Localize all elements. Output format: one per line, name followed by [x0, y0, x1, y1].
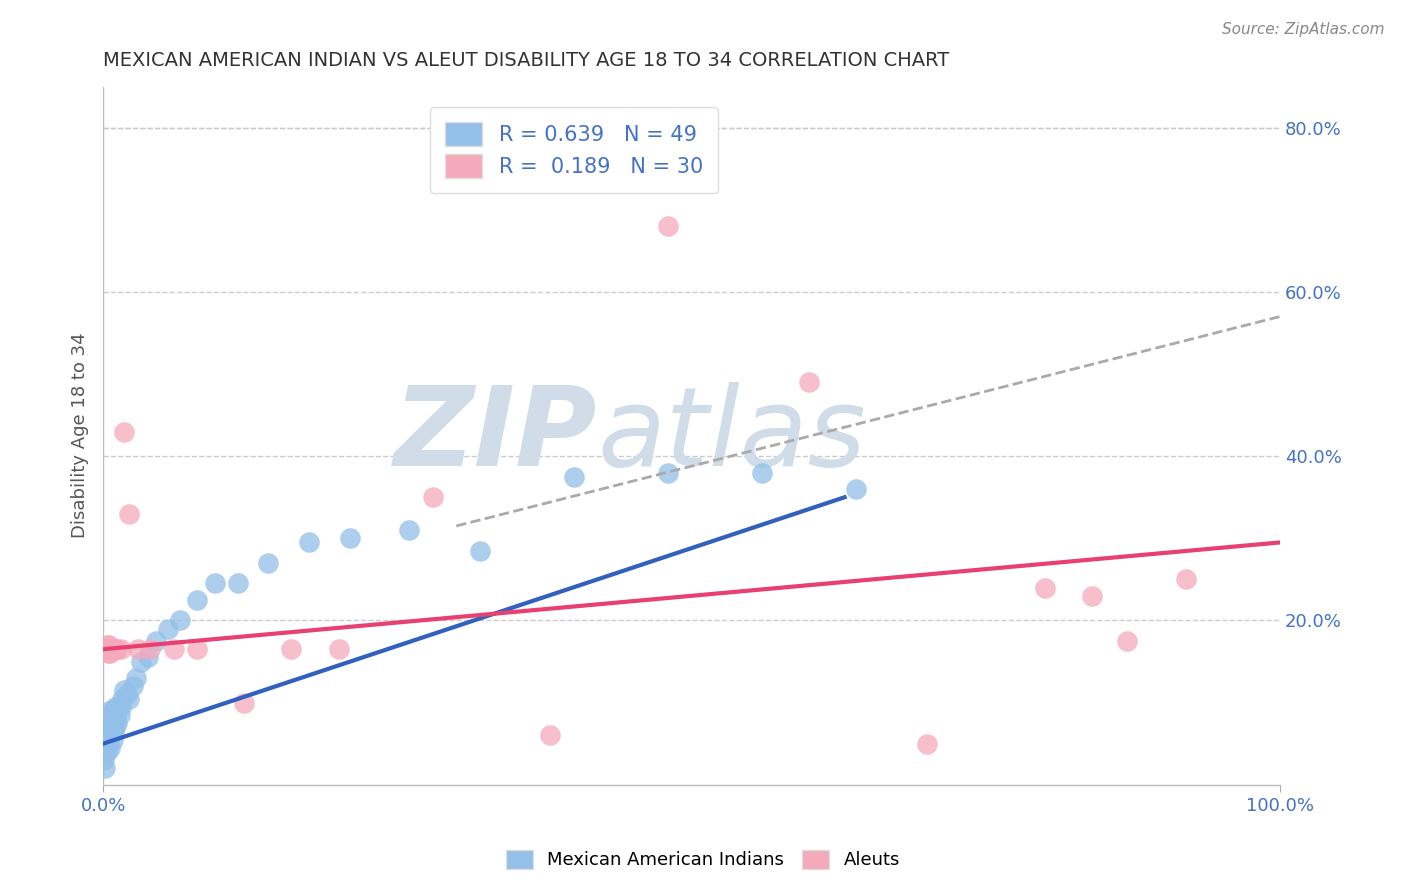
- Point: [115, 687, 138, 701]
- Point: [103, 724, 125, 739]
- Point: [915, 737, 938, 751]
- Point: [101, 642, 124, 657]
- Point: [98, 720, 121, 734]
- Point: [107, 699, 129, 714]
- Text: Source: ZipAtlas.com: Source: ZipAtlas.com: [1222, 22, 1385, 37]
- Point: [110, 642, 132, 657]
- Point: [98, 724, 121, 739]
- Point: [93, 642, 115, 657]
- Point: [108, 707, 131, 722]
- Point: [112, 683, 135, 698]
- Point: [112, 425, 135, 439]
- Point: [538, 729, 561, 743]
- Point: [96, 745, 118, 759]
- Point: [97, 732, 120, 747]
- Point: [110, 699, 132, 714]
- Point: [103, 642, 125, 657]
- Point: [129, 655, 152, 669]
- Point: [156, 622, 179, 636]
- Text: MEXICAN AMERICAN INDIAN VS ALEUT DISABILITY AGE 18 TO 34 CORRELATION CHART: MEXICAN AMERICAN INDIAN VS ALEUT DISABIL…: [103, 51, 949, 70]
- Point: [339, 531, 361, 545]
- Point: [298, 535, 321, 549]
- Point: [101, 716, 124, 731]
- Point: [104, 720, 127, 734]
- Point: [118, 507, 141, 521]
- Point: [97, 646, 120, 660]
- Point: [139, 642, 162, 657]
- Point: [328, 642, 350, 657]
- Point: [98, 740, 121, 755]
- Point: [100, 729, 122, 743]
- Legend: R = 0.639   N = 49, R =  0.189   N = 30: R = 0.639 N = 49, R = 0.189 N = 30: [430, 107, 717, 193]
- Point: [98, 737, 121, 751]
- Point: [127, 642, 149, 657]
- Point: [186, 593, 208, 607]
- Point: [121, 679, 143, 693]
- Point: [104, 699, 127, 714]
- Point: [105, 642, 128, 657]
- Point: [94, 761, 117, 775]
- Point: [845, 482, 868, 496]
- Point: [125, 671, 148, 685]
- Point: [105, 716, 128, 731]
- Point: [93, 753, 115, 767]
- Text: atlas: atlas: [598, 382, 866, 489]
- Point: [233, 696, 256, 710]
- Point: [103, 712, 125, 726]
- Point: [101, 732, 124, 747]
- Point: [100, 712, 122, 726]
- Point: [204, 576, 226, 591]
- Point: [657, 219, 679, 234]
- Point: [751, 466, 773, 480]
- Point: [799, 376, 821, 390]
- Point: [94, 642, 117, 657]
- Point: [98, 704, 121, 718]
- Point: [468, 543, 491, 558]
- Point: [1033, 581, 1056, 595]
- Point: [118, 691, 141, 706]
- Point: [163, 642, 186, 657]
- Point: [1116, 634, 1139, 648]
- Legend: Mexican American Indians, Aleuts: Mexican American Indians, Aleuts: [496, 841, 910, 879]
- Point: [100, 642, 122, 657]
- Point: [98, 638, 121, 652]
- Point: [101, 704, 124, 718]
- Point: [1080, 589, 1102, 603]
- Point: [280, 642, 302, 657]
- Point: [257, 556, 280, 570]
- Point: [657, 466, 679, 480]
- Point: [104, 642, 127, 657]
- Point: [97, 720, 120, 734]
- Point: [111, 691, 134, 706]
- Point: [96, 638, 118, 652]
- Point: [169, 614, 191, 628]
- Text: ZIP: ZIP: [394, 382, 598, 489]
- Point: [136, 650, 159, 665]
- Point: [186, 642, 208, 657]
- Point: [105, 712, 128, 726]
- Point: [1174, 573, 1197, 587]
- Point: [98, 646, 121, 660]
- Point: [96, 712, 118, 726]
- Y-axis label: Disability Age 18 to 34: Disability Age 18 to 34: [72, 333, 89, 539]
- Point: [398, 523, 420, 537]
- Point: [145, 634, 167, 648]
- Point: [422, 490, 444, 504]
- Point: [562, 469, 585, 483]
- Point: [228, 576, 250, 591]
- Point: [94, 729, 117, 743]
